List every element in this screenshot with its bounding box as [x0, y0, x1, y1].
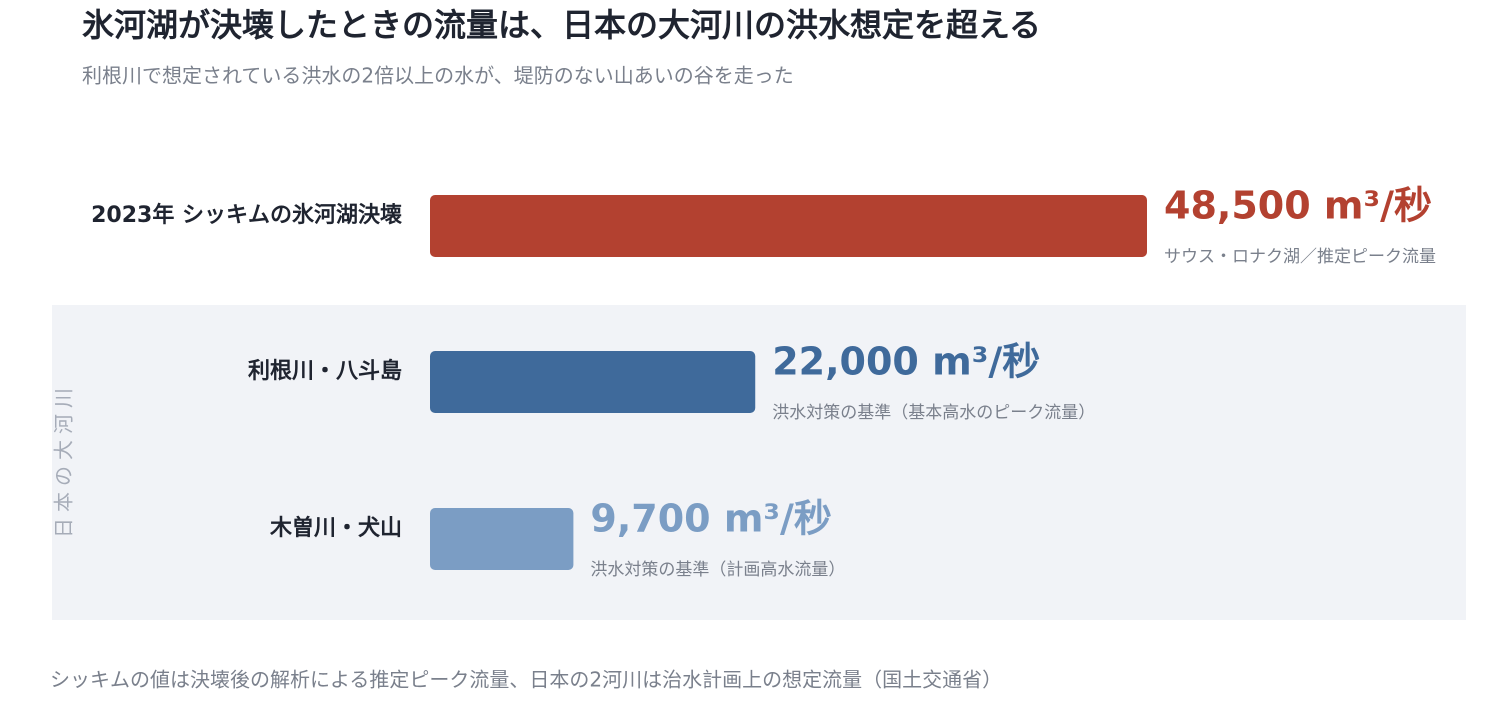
value-note: サウス・ロナク湖／推定ピーク流量 [1164, 247, 1436, 267]
group-panel [52, 305, 1466, 620]
value-note: 洪水対策の基準（基本高水のピーク流量） [772, 403, 1095, 423]
chart-title: 氷河湖が決壊したときの流量は、日本の大河川の洪水想定を超える [82, 6, 1041, 44]
bar [430, 195, 1147, 257]
category-label: 2023年 シッキムの氷河湖決壊 [91, 202, 403, 228]
category-label: 木曽川・犬山 [269, 515, 402, 541]
value-label: 48,500 m³/秒 [1164, 184, 1432, 228]
category-label: 利根川・八斗島 [248, 358, 402, 384]
value-label: 9,700 m³/秒 [590, 497, 832, 541]
footnote: シッキムの値は決壊後の解析による推定ピーク流量、日本の2河川は治水計画上の想定流… [50, 668, 1002, 692]
group-label: 日本の大河川 [52, 382, 76, 538]
value-label: 22,000 m³/秒 [772, 340, 1040, 384]
value-note: 洪水対策の基準（計画高水流量） [590, 560, 845, 580]
bar [430, 351, 756, 413]
bar [430, 508, 574, 570]
chart-subtitle: 利根川で想定されている洪水の2倍以上の水が、堤防のない山あいの谷を走った [82, 64, 794, 88]
